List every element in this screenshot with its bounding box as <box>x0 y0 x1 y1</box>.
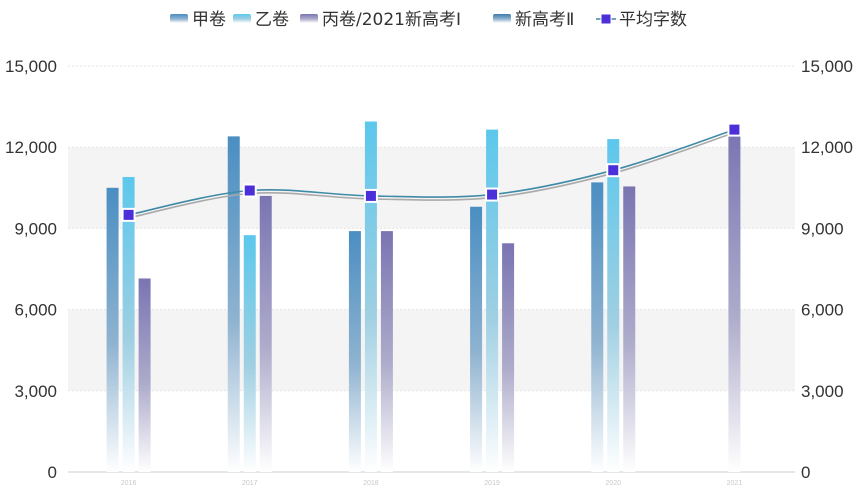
x-tick-label: 2021 <box>727 480 743 487</box>
y-tick-label-right: 0 <box>801 463 810 482</box>
x-tick-label: 2019 <box>484 480 500 487</box>
bar-2020-2[interactable] <box>623 186 636 473</box>
bar-2016-0[interactable] <box>106 187 119 473</box>
legend-swatch <box>233 14 251 23</box>
bar-2019-0[interactable] <box>470 206 483 472</box>
legend-item-3[interactable]: 新高考Ⅱ <box>493 10 574 30</box>
average-line-path <box>128 128 735 216</box>
x-axis: 2016 2017 2018 2019 2020 2021 <box>121 480 743 487</box>
bar-2018-2[interactable] <box>380 231 393 472</box>
bar-2016-1[interactable] <box>122 176 135 472</box>
bar-2017-1[interactable] <box>243 235 256 472</box>
bar-2020-1[interactable] <box>607 139 620 472</box>
x-tick-label: 2020 <box>605 480 621 487</box>
legend-label: 平均字数 <box>619 10 687 30</box>
legend-label: 甲卷 <box>192 10 226 30</box>
grid-band <box>68 147 795 229</box>
grid-lines <box>68 65 795 473</box>
legend-item-2[interactable]: 丙卷/2021新高考Ⅰ <box>300 10 461 30</box>
y-tick-label-right: 6,000 <box>801 301 844 320</box>
bar-2018-1[interactable] <box>364 121 377 472</box>
average-point-2016[interactable] <box>121 207 136 222</box>
bar-2019-2[interactable] <box>502 243 515 472</box>
legend-swatch <box>300 14 318 23</box>
grid-bands <box>68 147 795 391</box>
legend-marker <box>600 13 612 25</box>
average-line-shadow <box>128 131 735 219</box>
y-tick-label-right: 9,000 <box>801 219 844 238</box>
average-point-2018[interactable] <box>363 188 378 203</box>
y-tick-label-left: 6,000 <box>14 301 57 320</box>
legend-item-1[interactable]: 乙卷 <box>233 10 289 30</box>
average-line <box>121 122 742 222</box>
bar-2018-0[interactable] <box>348 231 361 472</box>
x-tick-label: 2017 <box>242 480 258 487</box>
y-tick-label-left: 3,000 <box>14 382 57 401</box>
grid-band <box>68 309 795 391</box>
y-tick-label-left: 9,000 <box>14 219 57 238</box>
bar-2016-2[interactable] <box>138 278 151 472</box>
y-tick-label-left: 0 <box>48 463 57 482</box>
average-point-2020[interactable] <box>606 163 621 178</box>
y-axis-right: 0 3,000 6,000 9,000 12,000 15,000 <box>801 57 853 482</box>
bar-2021-2[interactable] <box>728 129 741 472</box>
legend-item-4[interactable]: 平均字数 <box>596 10 687 30</box>
bar-2017-2[interactable] <box>259 195 272 473</box>
y-axis-left: 0 3,000 6,000 9,000 12,000 15,000 <box>5 57 57 482</box>
y-tick-label-right: 3,000 <box>801 382 844 401</box>
x-tick-label: 2018 <box>363 480 379 487</box>
legend-swatch <box>170 14 188 23</box>
average-point-2017[interactable] <box>242 183 257 198</box>
legend-label: 新高考Ⅱ <box>515 10 574 30</box>
bars <box>106 121 741 473</box>
bar-2019-1[interactable] <box>486 129 499 472</box>
x-tick-label: 2016 <box>121 480 137 487</box>
legend-item-0[interactable]: 甲卷 <box>170 10 226 30</box>
bar-2017-0[interactable] <box>227 136 240 472</box>
legend-label: 乙卷 <box>255 10 289 30</box>
legend-label: 丙卷/2021新高考Ⅰ <box>322 10 461 30</box>
y-tick-label-left: 12,000 <box>5 138 57 157</box>
average-point-2019[interactable] <box>485 187 500 202</box>
legend-swatch <box>493 14 511 23</box>
y-tick-label-left: 15,000 <box>5 57 57 76</box>
y-tick-label-right: 12,000 <box>801 138 853 157</box>
average-point-2021[interactable] <box>727 122 742 137</box>
y-tick-label-right: 15,000 <box>801 57 853 76</box>
bar-2020-0[interactable] <box>591 182 604 473</box>
legend[interactable]: 甲卷 乙卷 丙卷/2021新高考Ⅰ 新高考Ⅱ 平均字数 <box>170 10 687 30</box>
